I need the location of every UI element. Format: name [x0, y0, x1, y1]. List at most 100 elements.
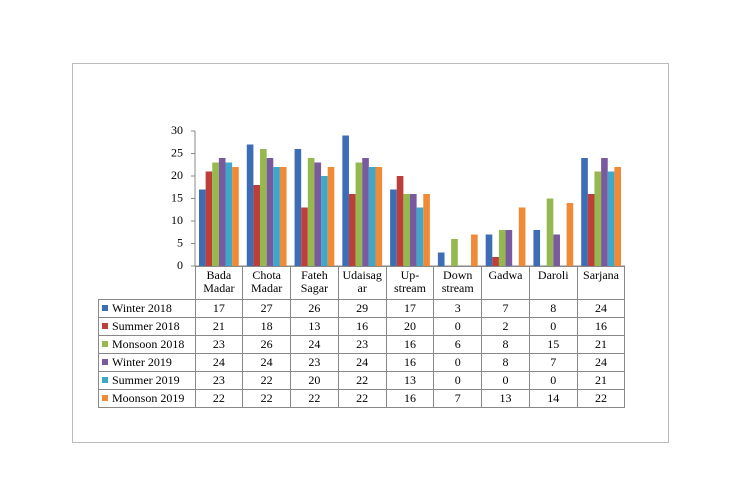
- legend-swatch: [102, 359, 108, 365]
- table-value: 16: [385, 335, 435, 354]
- bar: [533, 230, 541, 266]
- table-value: 20: [385, 317, 435, 336]
- table-value: 6: [433, 335, 483, 354]
- legend-key: Summer 2018: [98, 317, 196, 336]
- bar: [553, 234, 560, 266]
- bar: [492, 257, 499, 266]
- y-tick-label: 0: [177, 258, 183, 272]
- table-value: 22: [242, 371, 292, 390]
- y-tick-label: 25: [171, 145, 183, 159]
- table-row: Monsoon 2018 23 26 24 23 16 6 8 15 21: [98, 335, 626, 354]
- table-value: 8: [481, 353, 530, 372]
- bar: [327, 167, 335, 266]
- table-value: 7: [528, 353, 578, 372]
- y-tick-label: 30: [171, 123, 183, 137]
- table-value: 24: [242, 353, 292, 372]
- table-value: 22: [337, 371, 387, 390]
- table-value: 22: [337, 389, 387, 408]
- legend-swatch: [102, 395, 108, 401]
- legend-label: Summer 2019: [112, 373, 180, 387]
- table-value: 0: [433, 371, 483, 390]
- category-label: Fateh Sagar: [290, 266, 339, 300]
- table-value: 0: [528, 317, 578, 336]
- table-value: 22: [290, 389, 339, 408]
- bar: [410, 194, 417, 266]
- bar: [587, 194, 595, 266]
- legend-label: Winter 2018: [112, 301, 172, 315]
- bar: [451, 239, 458, 266]
- bar: [225, 162, 233, 266]
- bar: [266, 158, 274, 266]
- table-value: 16: [385, 353, 435, 372]
- table-value: 26: [242, 335, 292, 354]
- bar: [498, 230, 506, 266]
- legend-key: Winter 2019: [98, 353, 196, 372]
- legend-label: Monsoon 2018: [112, 337, 185, 351]
- table-value: 21: [576, 371, 626, 390]
- bar: [594, 171, 602, 266]
- category-label: Up- stream: [385, 266, 435, 300]
- bar: [212, 162, 219, 266]
- table-value: 7: [481, 299, 530, 318]
- bar: [355, 162, 363, 266]
- table-value: 13: [385, 371, 435, 390]
- table-row: Winter 2018 17 27 26 29 17 3 7 8 24: [98, 299, 626, 318]
- table-value: 24: [337, 353, 387, 372]
- table-value: 22: [242, 389, 292, 408]
- table-value: 7: [433, 389, 483, 408]
- category-label: Sarjana: [576, 266, 626, 300]
- table-value: 23: [337, 335, 387, 354]
- table-value: 26: [290, 299, 339, 318]
- bar: [546, 198, 554, 266]
- bar: [362, 158, 369, 266]
- legend-label: Winter 2019: [112, 355, 172, 369]
- table-value: 0: [433, 353, 483, 372]
- bar: [253, 185, 261, 266]
- bar: [232, 167, 239, 266]
- y-tick-label: 20: [171, 168, 183, 182]
- legend-label: Summer 2018: [112, 319, 180, 333]
- category-label: Bada Madar: [194, 266, 244, 300]
- bar: [518, 207, 526, 266]
- bar: [485, 234, 493, 266]
- category-label: Udaisag ar: [337, 266, 387, 300]
- bar: [471, 234, 478, 266]
- category-label: Chota Madar: [242, 266, 292, 300]
- legend-label: Moonson 2019: [112, 391, 185, 405]
- legend-key: Moonson 2019: [98, 389, 196, 408]
- legend-swatch: [102, 377, 108, 383]
- bar: [396, 176, 404, 266]
- table-value: 18: [242, 317, 292, 336]
- table-header: Bada Madar Chota Madar Fateh Sagar Udaisag …: [99, 266, 626, 300]
- bar: [273, 167, 280, 266]
- corner: [99, 267, 196, 300]
- table-value: 13: [290, 317, 339, 336]
- table-value: 2: [481, 317, 530, 336]
- category-label: Down stream: [433, 266, 483, 300]
- table-value: 27: [242, 299, 292, 318]
- table-value: 20: [290, 371, 339, 390]
- bar: [416, 207, 424, 266]
- bar: [601, 158, 608, 266]
- bar: [614, 167, 621, 266]
- table-row: Winter 2019 24 24 23 24 16 0 8 7 24: [98, 353, 626, 372]
- bar: [279, 167, 287, 266]
- table-value: 24: [194, 353, 244, 372]
- table-value: 22: [576, 389, 626, 408]
- bar: [437, 252, 445, 266]
- table-value: 16: [337, 317, 387, 336]
- bar: [390, 189, 397, 266]
- legend-swatch: [102, 341, 108, 347]
- table-value: 24: [576, 353, 626, 372]
- y-tick-label: 15: [171, 190, 183, 204]
- table-value: 29: [337, 299, 387, 318]
- bar: [314, 162, 322, 266]
- bar: [301, 207, 308, 266]
- table-value: 13: [481, 389, 530, 408]
- bar: [607, 171, 615, 266]
- table-value: 15: [528, 335, 578, 354]
- legend-key: Winter 2018: [98, 299, 196, 318]
- frame: [72, 63, 669, 443]
- bar: [423, 194, 430, 266]
